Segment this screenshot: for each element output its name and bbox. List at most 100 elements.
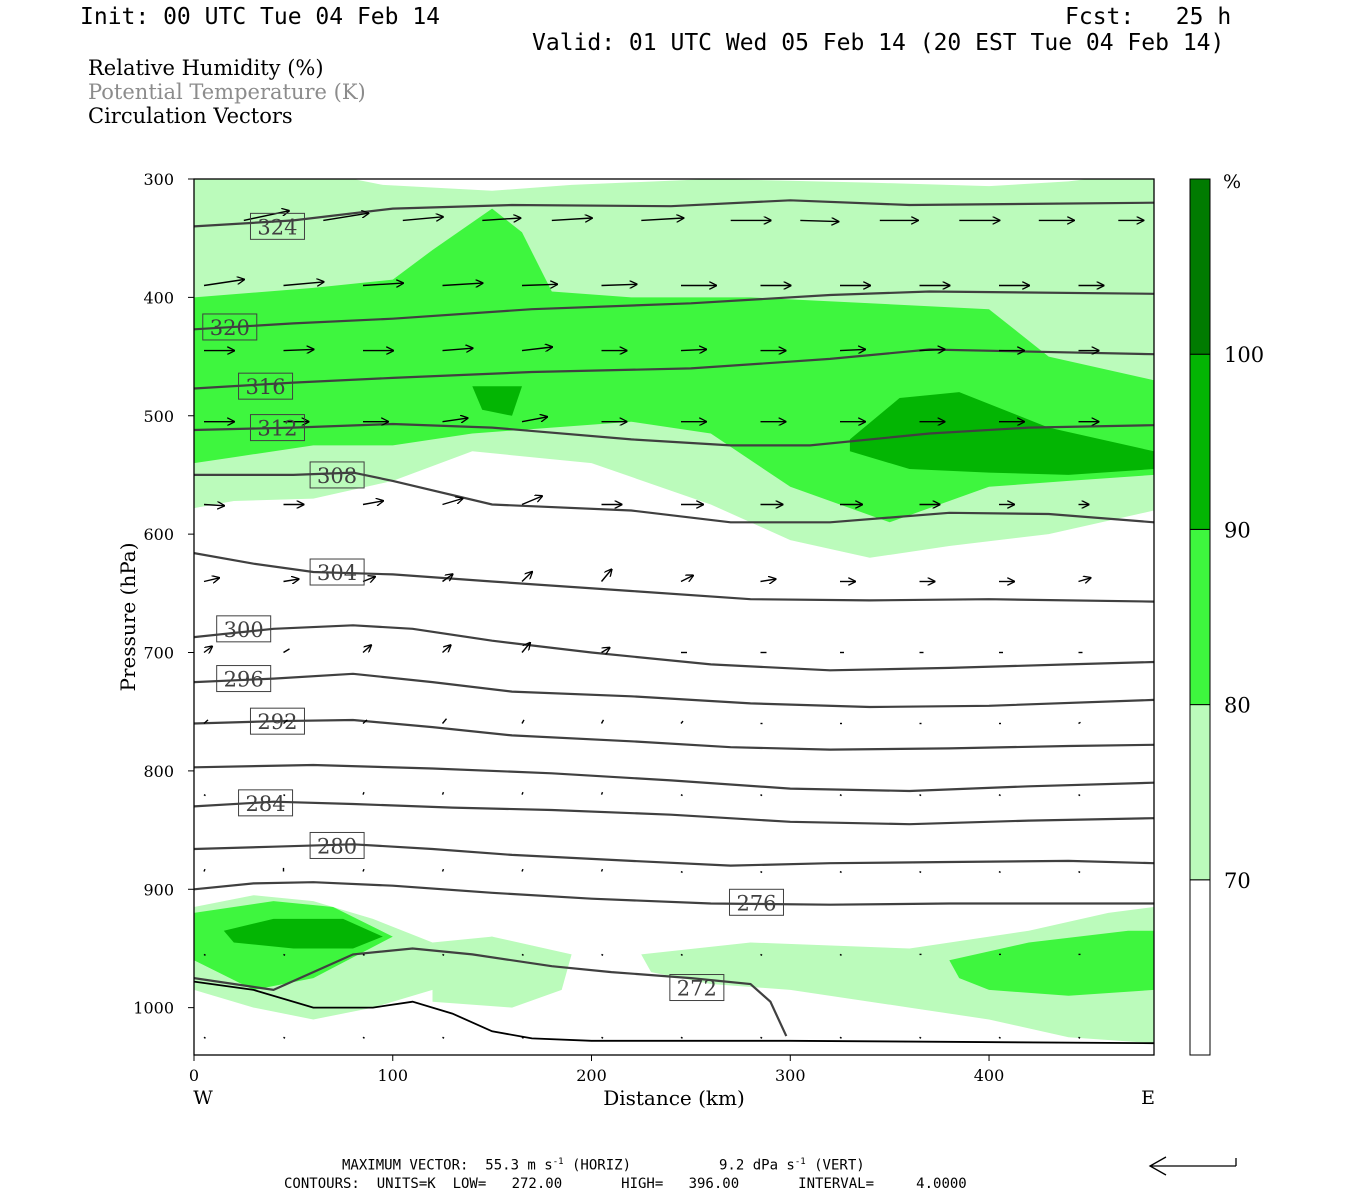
svg-text:284: 284	[246, 792, 286, 816]
vector-4-0	[203, 505, 224, 506]
vector-7-6	[680, 720, 684, 724]
terrain-line	[194, 980, 1154, 1045]
vector-8-1	[283, 793, 286, 797]
svg-text:308: 308	[317, 464, 357, 488]
vector-9-10	[998, 870, 1001, 874]
theta-contour-312	[194, 422, 1154, 447]
axes-layer: 0 100 200 300 400 300 400 500 600 700 800 900 1000	[133, 170, 1004, 1085]
legend-line-vectors: Circulation Vectors	[88, 104, 293, 128]
vector-5-2	[362, 577, 375, 582]
y-tick-label-700: 700	[143, 644, 174, 663]
vector-9-3	[441, 868, 445, 872]
vector-8-9	[919, 793, 922, 797]
forecast-hour-label: Fcst: 25 h	[1065, 4, 1232, 30]
vector-5-4	[521, 572, 532, 583]
vector-2-3	[442, 348, 473, 350]
contour-label-layer: 324 320 316 312 308 304 300 296 292 284 280 276 272	[202, 212, 784, 1002]
y-axis-label: Pressure (hPa)	[116, 543, 140, 692]
vector-6-1	[283, 648, 290, 654]
init-time-label: Init: 00 UTC Tue 04 Feb 14	[80, 4, 441, 30]
vector-2-9	[919, 349, 945, 350]
svg-text:272: 272	[677, 977, 717, 1001]
theta-contour-324	[194, 199, 1154, 228]
theta-label-300: 300	[216, 615, 272, 643]
vector-7-4	[521, 719, 525, 724]
rh-region-90-7	[472, 386, 522, 416]
vector-9-11	[1078, 870, 1081, 874]
y-tick-label-600: 600	[143, 525, 174, 544]
theta-label-280: 280	[309, 831, 365, 859]
vector-7-0	[203, 719, 209, 725]
vector-8-10	[998, 793, 1001, 797]
vector-6-2	[362, 645, 371, 654]
colorbar-swatch-90	[1189, 353, 1211, 530]
vector-2-6	[680, 349, 706, 350]
vector-8-3	[441, 791, 445, 795]
theta-label-304: 304	[309, 558, 365, 586]
vector-11-7	[760, 1036, 763, 1039]
vector-1-2	[362, 283, 403, 285]
vector-6-0	[203, 647, 212, 653]
vector-10-5	[601, 953, 604, 957]
vector-8-11	[1078, 793, 1081, 797]
theta-label-284: 284	[238, 789, 294, 817]
vector-1-5	[601, 284, 637, 285]
vector-9-6	[680, 870, 683, 874]
svg-text:300: 300	[224, 618, 264, 642]
rh-region-70-2	[432, 936, 572, 1008]
theta-label-324: 324	[249, 212, 305, 240]
vector-9-8	[839, 870, 842, 874]
colorbar-swatch-70	[1189, 704, 1211, 881]
vector-5-6	[680, 576, 693, 582]
x-tick-label-400: 400	[974, 1066, 1005, 1085]
vector-0-7	[800, 220, 838, 221]
footer-max-vector: MAXIMUM VECTOR: 55.3 m s-1 (HORIZ) 9.2 dP…	[342, 1157, 865, 1174]
vector-8-5	[600, 791, 604, 795]
vector-8-6	[680, 793, 683, 797]
vector-10-8	[839, 953, 842, 957]
vector-11-11	[1078, 1036, 1081, 1039]
vector-8-7	[760, 793, 763, 797]
vector-10-3	[442, 953, 445, 957]
theta-contour-316	[194, 348, 1154, 390]
vector-11-5	[601, 1036, 604, 1039]
vector-6-4	[521, 643, 530, 653]
vector-2-4	[521, 347, 552, 351]
svg-text:276: 276	[736, 891, 776, 915]
colorbar-tick-100: 100	[1224, 343, 1264, 367]
vector-1-3	[442, 283, 483, 285]
rh-region-80-6	[949, 930, 1154, 996]
vector-7-11	[1078, 721, 1081, 725]
vector-4-3	[442, 499, 463, 506]
theta-contour-308	[194, 471, 1154, 524]
plot-frame	[193, 178, 1155, 1056]
vector-7-5	[600, 719, 605, 724]
vector-0-0	[243, 211, 289, 222]
theta-label-316: 316	[238, 372, 294, 400]
vector-3-3	[442, 418, 468, 422]
theta-contour-280	[194, 843, 1154, 867]
vector-2-8	[839, 349, 865, 350]
colorbar-tick-80: 80	[1224, 694, 1251, 718]
vector-9-0	[203, 868, 206, 872]
vector-0-5	[641, 218, 683, 220]
vector-0-3	[482, 218, 520, 220]
y-tick-label-800: 800	[143, 762, 174, 781]
theta-label-312: 312	[249, 414, 305, 442]
theta-contour-304	[194, 552, 1154, 603]
vector-5-0	[203, 578, 219, 582]
vector-0-2	[402, 217, 443, 221]
vector-11-0	[203, 1036, 206, 1039]
vector-5-3	[442, 574, 453, 583]
vector-7-1	[283, 719, 288, 725]
colorbar-swatch-100	[1189, 178, 1211, 355]
vector-10-0	[203, 953, 206, 957]
vector-11-2	[362, 1036, 365, 1039]
legend-line-rh: Relative Humidity (%)	[88, 56, 324, 80]
vector-10-4	[521, 953, 524, 957]
vector-0-4	[551, 218, 592, 220]
vector-9-4	[521, 868, 524, 872]
footer-contour-info: CONTOURS: UNITS=K LOW= 272.00 HIGH= 396.…	[284, 1176, 967, 1192]
colorbar-swatch-0	[1189, 879, 1211, 1056]
